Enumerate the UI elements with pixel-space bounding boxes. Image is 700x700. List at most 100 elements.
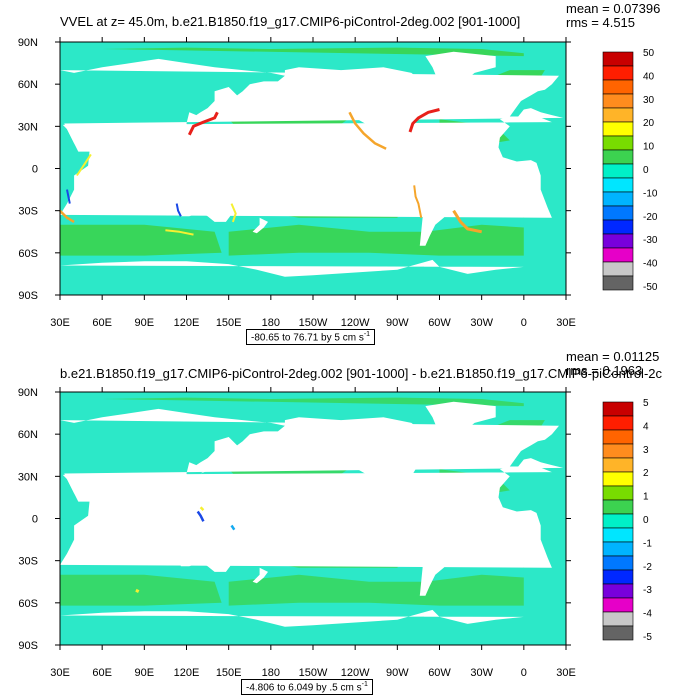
colorbar-swatch	[602, 219, 634, 235]
x-tick-label: 150W	[299, 667, 328, 679]
colorbar-swatch	[602, 205, 634, 221]
rms-stat: rms = 4.515	[566, 15, 636, 30]
colorbar-swatch	[602, 79, 634, 95]
x-tick-label: 90W	[386, 667, 409, 679]
land-australia	[178, 534, 233, 572]
x-tick-label: 30E	[50, 317, 70, 329]
x-tick-label: 120E	[174, 317, 200, 329]
colorbar-swatch	[602, 135, 634, 151]
colorbar-swatch	[602, 569, 634, 585]
colorbar-label: 1	[643, 492, 649, 503]
colorbar-label: 0	[643, 515, 649, 526]
y-tick-label: 30N	[18, 121, 38, 133]
colorbar-swatch	[602, 555, 634, 571]
colorbar-label: 50	[643, 48, 655, 59]
y-tick-label: 30S	[18, 556, 38, 568]
land-madagascar	[79, 536, 89, 554]
colorbar-label: 30	[643, 95, 655, 106]
colorbar-swatch	[602, 513, 634, 529]
colorbar-swatch	[602, 177, 634, 193]
colorbar-swatch	[602, 163, 634, 179]
colorbar-swatch	[602, 261, 634, 277]
x-tick-label: 0	[521, 317, 527, 329]
x-tick-label: 120W	[341, 667, 370, 679]
x-tick-label: 60W	[428, 667, 451, 679]
colorbar-swatch	[602, 429, 634, 445]
x-tick-label: 150E	[216, 667, 242, 679]
velocity-map: 30E 60E 90E 120E 150E 180 150W 120W 90W 60W 30W 0 30…	[18, 37, 658, 329]
land-europe-asia	[60, 408, 564, 519]
range-text: -4.806 to 6.049 by .5 cm s	[246, 682, 362, 694]
land-africa	[60, 116, 552, 218]
ocean-patch-0	[228, 574, 524, 606]
y-tick-label: 0	[32, 514, 38, 526]
colorbar-swatch	[602, 415, 634, 431]
colorbar-swatch	[602, 471, 634, 487]
feature-south-indian-eddy	[165, 229, 194, 236]
colorbar-swatch	[602, 65, 634, 81]
x-tick-label: 90E	[135, 317, 155, 329]
x-tick-label: 60E	[92, 317, 112, 329]
feature-west-boundary-kuroshio	[187, 111, 219, 136]
units-superscript: -1	[361, 681, 368, 688]
land-europe-asia	[60, 58, 564, 169]
colorbar-label: 10	[643, 142, 655, 153]
x-tick-label: 120W	[341, 317, 370, 329]
colorbar-label: 3	[643, 445, 649, 456]
colorbar-swatch	[602, 401, 634, 417]
range-text: -80.65 to 76.71 by 5 cm s	[251, 332, 364, 344]
units-superscript: -1	[363, 331, 371, 338]
colorbar-label: 20	[643, 118, 655, 129]
y-tick-label: 0	[32, 164, 38, 176]
y-tick-label: 60N	[18, 79, 38, 91]
x-tick-label: 120E	[174, 667, 200, 679]
colorbar-label: 4	[643, 421, 649, 432]
contour-range-box: -80.65 to 76.71 by 5 cm s-1	[246, 329, 376, 346]
mean-stat: mean = 0.07396	[566, 1, 661, 16]
x-tick-label: 30W	[470, 667, 493, 679]
x-tick-label: 180	[262, 317, 280, 329]
y-tick-label: 90S	[18, 290, 38, 302]
colorbar-label: -1	[643, 538, 652, 549]
x-tick-label: 60W	[428, 317, 451, 329]
colorbar-swatch	[602, 625, 634, 641]
x-tick-label: 150W	[299, 317, 328, 329]
land-australia	[178, 184, 233, 222]
colorbar-label: 0	[643, 165, 649, 176]
panel-title: VVEL at z= 45.0m, b.e21.B1850.f19_g17.CM…	[60, 14, 521, 29]
land-borneo-indonesia	[151, 510, 222, 532]
land-uk	[514, 87, 524, 99]
colorbar-swatch	[602, 485, 634, 501]
x-tick-label: 150E	[216, 317, 242, 329]
colorbar-swatch	[602, 443, 634, 459]
y-tick-label: 90S	[18, 640, 38, 652]
feature-west-boundary-gulfstream	[408, 108, 440, 133]
colorbar-swatch	[602, 121, 634, 137]
colorbar-label: -3	[643, 585, 652, 596]
colorbar-swatch	[602, 457, 634, 473]
x-tick-label: 0	[521, 667, 527, 679]
colorbar-swatch	[602, 233, 634, 249]
colorbar-label: 40	[643, 71, 655, 82]
x-tick-label: 90W	[386, 317, 409, 329]
colorbar-label: -50	[643, 282, 658, 293]
colorbar-label: 5	[643, 398, 649, 409]
colorbar-swatch	[602, 597, 634, 613]
feature-east-pacific-upwelling	[348, 111, 387, 150]
colorbar-label: -4	[643, 609, 652, 620]
land-uk	[514, 437, 524, 449]
feature-south-indian-dot	[135, 588, 140, 593]
contour-range-box: -4.806 to 6.049 by .5 cm s-1	[241, 679, 373, 696]
x-tick-label: 30E	[556, 667, 576, 679]
ocean-patch-8	[102, 44, 524, 57]
bottom-panel: b.e21.B1850.f19_g17.CMIP6-piControl-2deg…	[0, 350, 700, 700]
land-antarctica	[60, 259, 524, 295]
x-tick-label: 30E	[50, 667, 70, 679]
x-tick-label: 30W	[470, 317, 493, 329]
feature-indonesia-yellow	[199, 506, 205, 511]
feature-somali-blue	[66, 189, 71, 204]
land-borneo-indonesia	[151, 160, 222, 182]
difference-map: 30E 60E 90E 120E 150E 180 150W 120W 90W 60W 30W 0 30…	[18, 387, 652, 679]
colorbar-swatch	[602, 51, 634, 67]
land-new-zealand	[252, 567, 268, 584]
